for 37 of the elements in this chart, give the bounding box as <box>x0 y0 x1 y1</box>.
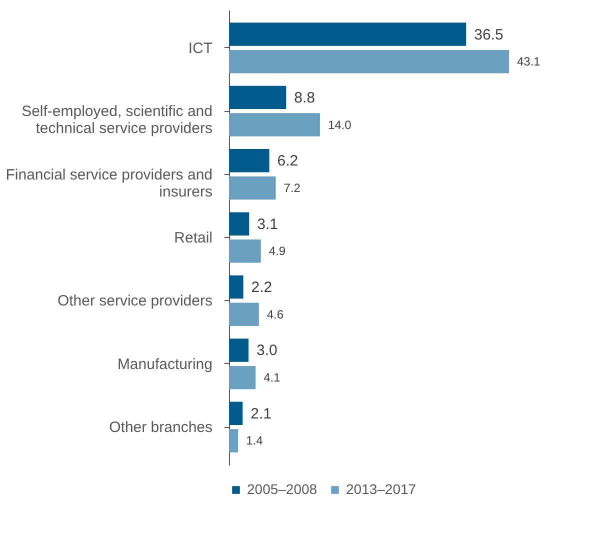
data-label: 1.4 <box>246 434 264 448</box>
data-label: 4.9 <box>268 244 286 258</box>
y-tick-label: Financial service providers and insurers <box>6 166 212 200</box>
data-label: 7.2 <box>284 180 301 195</box>
y-tick-label: Manufacturing <box>117 356 212 373</box>
bar <box>229 275 244 299</box>
legend-label: 2005–2008 <box>247 481 318 497</box>
bar <box>229 402 243 426</box>
bar <box>229 338 248 362</box>
y-tick-label: Other service providers <box>57 292 212 310</box>
y-tick-label: ICT <box>188 40 212 57</box>
data-label: 4.1 <box>264 370 281 385</box>
bar <box>229 302 259 326</box>
data-label: 3.0 <box>256 342 278 360</box>
data-label: 43.1 <box>517 54 541 69</box>
bar <box>229 113 320 136</box>
bar <box>229 50 509 74</box>
data-label: 3.1 <box>257 216 278 233</box>
data-label: 36.5 <box>474 26 504 44</box>
bar <box>229 429 238 452</box>
data-label: 8.8 <box>294 89 316 106</box>
bar <box>229 22 466 46</box>
data-label: 6.2 <box>277 152 298 170</box>
y-tick-label: Self-employed, scientific and technical service providers <box>22 103 212 138</box>
bar <box>229 176 276 200</box>
bar <box>229 212 250 236</box>
bar <box>229 366 256 390</box>
legend-label: 2013–2017 <box>346 481 416 497</box>
y-tick-label: Retail <box>174 230 212 246</box>
data-label: 2.1 <box>250 405 272 422</box>
bar <box>229 149 270 172</box>
bar <box>229 86 286 110</box>
data-label: 14.0 <box>328 118 352 132</box>
data-label: 4.6 <box>266 307 284 322</box>
y-tick-label: Other branches <box>109 419 212 436</box>
data-label: 2.2 <box>251 279 272 296</box>
bar <box>229 240 261 263</box>
